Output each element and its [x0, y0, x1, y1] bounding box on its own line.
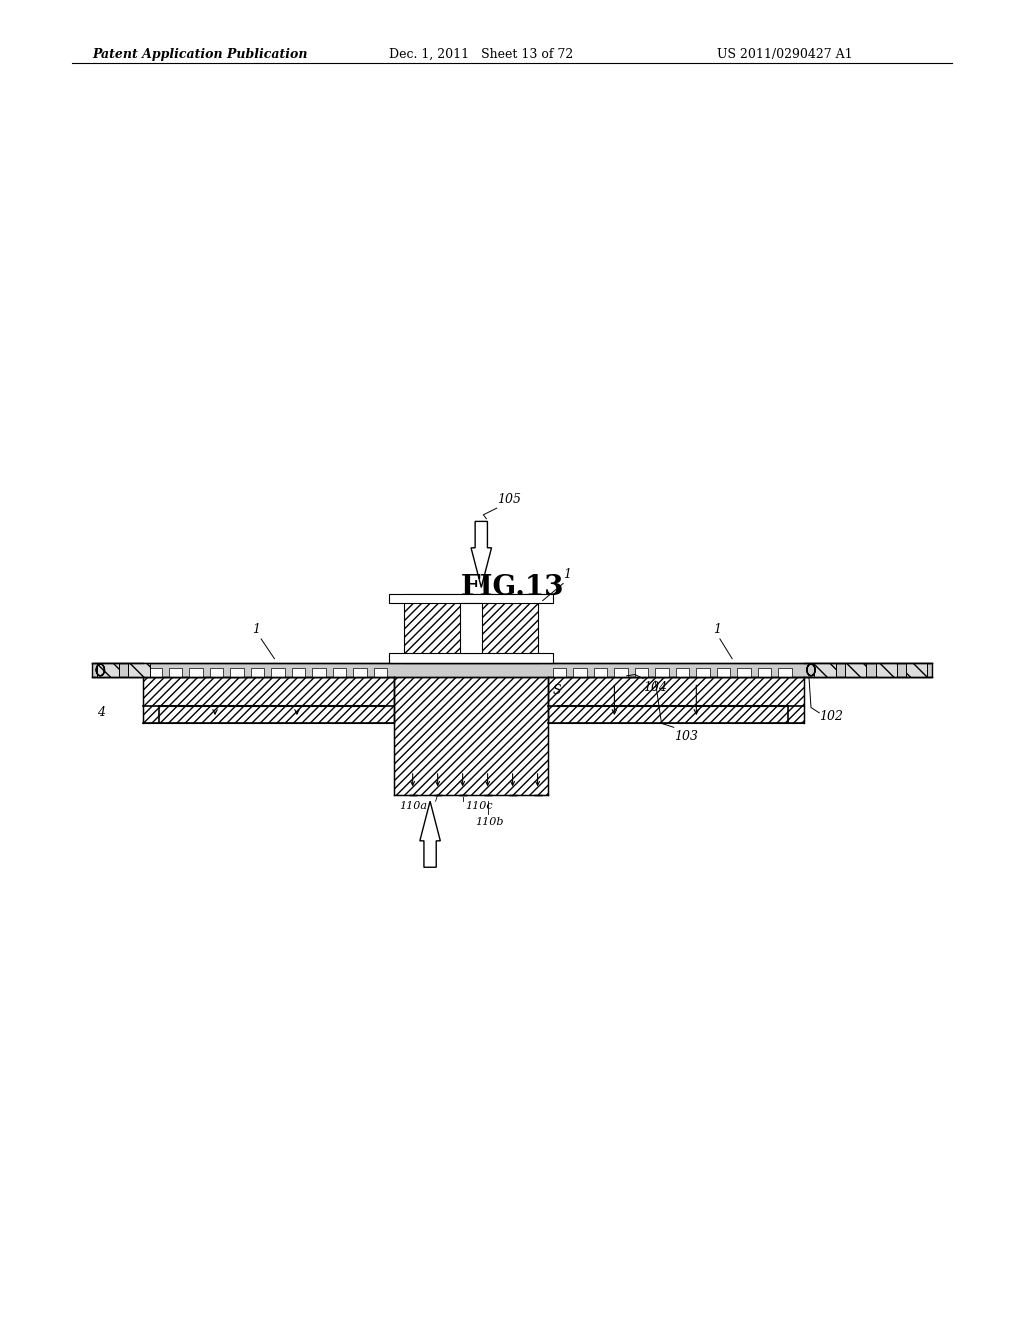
Bar — [148, 668, 162, 677]
Bar — [169, 668, 182, 677]
Bar — [906, 663, 927, 677]
Bar — [814, 663, 836, 677]
Text: 110b: 110b — [475, 817, 504, 828]
Polygon shape — [420, 801, 440, 867]
Bar — [845, 663, 866, 677]
Text: Patent Application Publication: Patent Application Publication — [92, 48, 307, 61]
Text: S: S — [553, 684, 561, 697]
Bar — [573, 668, 587, 677]
Bar — [394, 677, 548, 795]
Bar — [210, 668, 223, 677]
Bar — [737, 668, 751, 677]
Bar — [696, 668, 710, 677]
Bar — [92, 663, 932, 677]
Bar — [128, 663, 150, 677]
Bar — [389, 653, 553, 663]
Bar — [292, 668, 305, 677]
Text: 1: 1 — [252, 623, 260, 636]
Text: US 2011/0290427 A1: US 2011/0290427 A1 — [717, 48, 852, 61]
Bar — [614, 668, 628, 677]
Text: 102: 102 — [819, 710, 843, 723]
Bar — [548, 677, 804, 723]
Text: 104: 104 — [643, 681, 667, 694]
Bar — [189, 668, 203, 677]
Text: Dec. 1, 2011   Sheet 13 of 72: Dec. 1, 2011 Sheet 13 of 72 — [389, 48, 573, 61]
Bar — [460, 603, 482, 653]
Text: 1: 1 — [713, 623, 721, 636]
Text: 110a: 110a — [399, 801, 427, 812]
Text: FIG.13: FIG.13 — [460, 574, 564, 601]
Bar — [374, 668, 387, 677]
Bar — [676, 668, 689, 677]
Bar — [655, 668, 669, 677]
Text: 1: 1 — [563, 568, 571, 581]
Bar — [312, 668, 326, 677]
Bar — [333, 668, 346, 677]
Bar — [353, 668, 367, 677]
Bar — [635, 668, 648, 677]
Bar — [876, 663, 897, 677]
Bar — [758, 668, 771, 677]
Bar — [271, 668, 285, 677]
Bar — [404, 594, 538, 663]
Text: 4: 4 — [97, 706, 105, 719]
Bar — [553, 668, 566, 677]
Bar — [97, 663, 119, 677]
Bar — [230, 668, 244, 677]
Bar — [717, 668, 730, 677]
Bar — [778, 668, 792, 677]
Bar — [251, 668, 264, 677]
Text: 105: 105 — [497, 492, 520, 506]
Text: 110c: 110c — [466, 801, 494, 812]
Bar — [594, 668, 607, 677]
Bar — [143, 677, 394, 723]
Polygon shape — [471, 521, 492, 587]
Bar — [389, 594, 553, 603]
Text: 103: 103 — [674, 730, 697, 743]
